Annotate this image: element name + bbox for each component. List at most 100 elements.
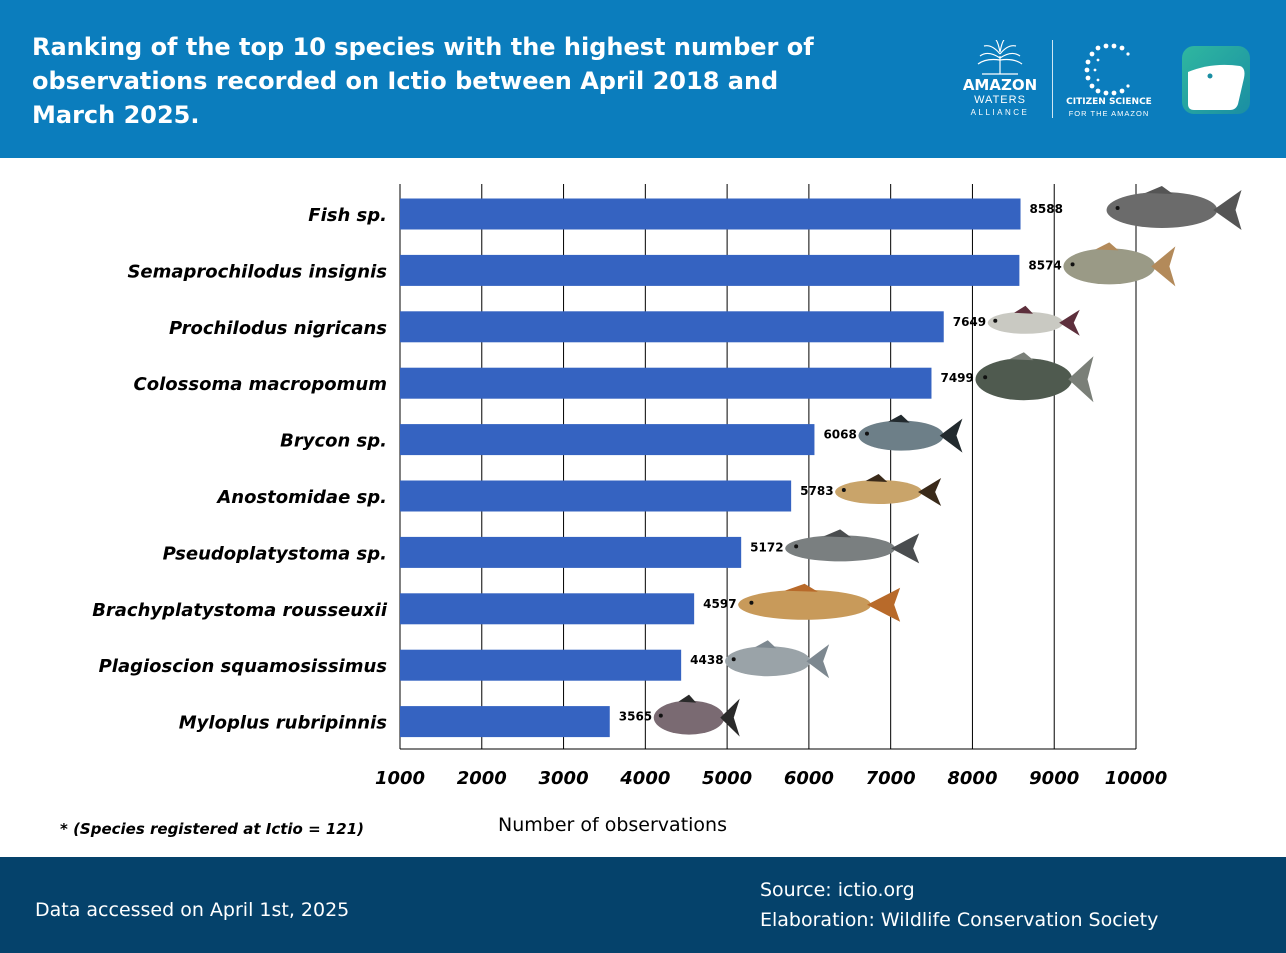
fish-body (1106, 192, 1218, 228)
category-label: Brachyplatystoma rousseuxii (92, 600, 388, 621)
fish-icon (1063, 242, 1176, 287)
fish-dorsal-fin (1009, 352, 1034, 361)
fish-illustrations (653, 186, 1242, 737)
bar (400, 254, 1020, 286)
fish-icon (1106, 186, 1242, 230)
value-label: 7499 (940, 371, 973, 385)
fish-icon (785, 529, 920, 564)
fish-icon (858, 414, 963, 453)
bar-layer (400, 198, 1021, 738)
fish-eye (993, 318, 998, 323)
fish-eye (841, 488, 846, 492)
x-tick-label: 4000 (619, 768, 670, 789)
fish-body (785, 535, 896, 562)
value-label: 7649 (953, 315, 986, 329)
logo-divider (1052, 40, 1053, 118)
fish-dorsal-fin (1014, 305, 1034, 314)
category-label: Plagioscion squamosissimus (99, 656, 388, 677)
value-label: 8588 (1030, 202, 1063, 216)
value-label: 4438 (690, 653, 723, 667)
label-layer: 1000 2000 3000 4000 5000 6000 7000 8000 9000 1000… (92, 202, 1167, 789)
fish-icon (738, 583, 901, 622)
fish-body (653, 700, 725, 735)
value-label: 5172 (750, 540, 783, 554)
fish-icon (835, 474, 942, 506)
bar (400, 593, 695, 625)
fish-tail (1068, 356, 1094, 403)
x-tick-label: 10000 (1105, 768, 1168, 789)
fish-dorsal-fin (784, 583, 818, 592)
fish-tail (720, 698, 740, 737)
category-label: Brycon sp. (280, 431, 387, 452)
x-tick-label: 2000 (457, 768, 507, 789)
fish-tail (891, 533, 920, 564)
fish-body (858, 420, 944, 451)
fish-tail (806, 644, 830, 679)
source-credit: Source: ictio.org (760, 879, 915, 901)
species-count-note: * (Species registered at Ictio = 121) (60, 820, 365, 838)
fish-dorsal-fin (888, 414, 910, 423)
bar (400, 198, 1021, 230)
fish-tail (1151, 246, 1176, 287)
category-label: Pseudoplatystoma sp. (163, 543, 387, 564)
value-label: 5783 (800, 484, 833, 498)
category-label: Fish sp. (308, 205, 387, 226)
bar (400, 367, 932, 399)
citizen-science-sub: FOR THE AMAZON (1068, 109, 1150, 118)
x-axis-title: Number of observations (498, 814, 727, 836)
bar (400, 480, 792, 512)
x-tick-label: 5000 (702, 768, 752, 789)
category-label: Myloplus rubripinnis (179, 713, 388, 734)
bar-chart: 1000 2000 3000 4000 5000 6000 7000 8000 9000 1000… (92, 184, 1242, 789)
fish-tail (866, 587, 901, 622)
fish-icon (653, 694, 740, 737)
value-label: 8574 (1028, 258, 1061, 272)
fish-body (987, 311, 1064, 334)
fish-body (835, 480, 923, 504)
citizen-science-name: CITIZEN SCIENCE (1066, 97, 1152, 107)
bar (400, 706, 610, 738)
fish-eye (731, 657, 736, 662)
fish-tail (918, 478, 942, 506)
fish-eye (983, 375, 988, 380)
citizen-science-logo: CITIZEN SCIENCE FOR THE AMAZON (1058, 40, 1160, 120)
fish-eye (864, 431, 869, 436)
fish-icon (725, 640, 830, 679)
citizen-science-c-icon (1084, 43, 1130, 96)
chart-title: Ranking of the top 10 species with the h… (32, 33, 814, 129)
bar (400, 424, 815, 456)
fish-dorsal-fin (865, 474, 888, 482)
amazon-waters-line3: ALLIANCE (970, 108, 1030, 117)
footer-banner: Data accessed on April 1st, 2025 Source:… (0, 857, 1286, 953)
header-banner: Ranking of the top 10 species with the h… (0, 0, 1286, 158)
value-label: 4597 (703, 597, 736, 611)
fish-dorsal-fin (1095, 242, 1119, 251)
fish-tail (939, 418, 963, 453)
fish-tail (1213, 190, 1242, 230)
fish-dorsal-fin (1145, 186, 1173, 194)
fish-dorsal-fin (755, 640, 777, 649)
fish-icon (975, 352, 1094, 403)
fish-eye (1115, 206, 1120, 210)
fish-body (1063, 248, 1156, 285)
fish-dorsal-fin (678, 694, 697, 703)
x-tick-label: 9000 (1029, 768, 1079, 789)
data-accessed-date: Data accessed on April 1st, 2025 (35, 899, 350, 921)
x-tick-label: 8000 (947, 768, 997, 789)
category-label: Prochilodus nigricans (169, 318, 387, 339)
fish-eye (658, 713, 663, 718)
fish-icon (987, 305, 1080, 336)
category-label: Colossoma macropomum (134, 374, 387, 395)
value-label: 3565 (619, 710, 652, 724)
fish-dorsal-fin (823, 529, 852, 538)
fish-tail (1059, 309, 1080, 336)
ictio-app-icon (1182, 46, 1250, 114)
amazon-waters-name: AMAZON (962, 76, 1038, 94)
fish-body (975, 358, 1073, 401)
x-tick-label: 7000 (866, 768, 916, 789)
category-label: Semaprochilodus insignis (127, 261, 387, 282)
value-label: 6068 (823, 428, 856, 442)
fish-eye (749, 600, 754, 605)
fish-body (725, 646, 811, 677)
category-label: Anostomidae sp. (215, 487, 387, 508)
